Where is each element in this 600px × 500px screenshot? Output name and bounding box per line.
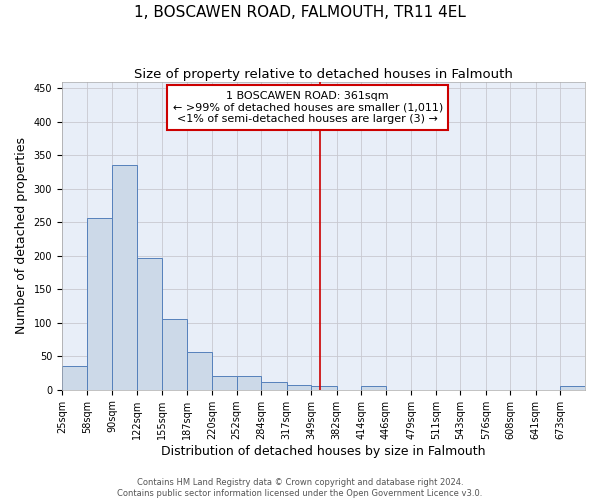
Text: 1, BOSCAWEN ROAD, FALMOUTH, TR11 4EL: 1, BOSCAWEN ROAD, FALMOUTH, TR11 4EL xyxy=(134,5,466,20)
Bar xyxy=(361,386,386,390)
X-axis label: Distribution of detached houses by size in Falmouth: Distribution of detached houses by size … xyxy=(161,444,486,458)
Bar xyxy=(112,166,137,390)
Bar xyxy=(62,366,87,390)
Bar xyxy=(311,386,337,390)
Bar xyxy=(137,258,162,390)
Bar xyxy=(287,385,311,390)
Bar xyxy=(187,352,212,390)
Y-axis label: Number of detached properties: Number of detached properties xyxy=(15,137,28,334)
Bar xyxy=(212,376,236,390)
Bar xyxy=(162,320,187,390)
Bar xyxy=(87,218,112,390)
Bar xyxy=(236,376,261,390)
Text: Contains HM Land Registry data © Crown copyright and database right 2024.
Contai: Contains HM Land Registry data © Crown c… xyxy=(118,478,482,498)
Text: 1 BOSCAWEN ROAD: 361sqm
← >99% of detached houses are smaller (1,011)
<1% of sem: 1 BOSCAWEN ROAD: 361sqm ← >99% of detach… xyxy=(173,91,443,124)
Bar xyxy=(261,382,287,390)
Title: Size of property relative to detached houses in Falmouth: Size of property relative to detached ho… xyxy=(134,68,513,80)
Bar xyxy=(560,386,585,390)
